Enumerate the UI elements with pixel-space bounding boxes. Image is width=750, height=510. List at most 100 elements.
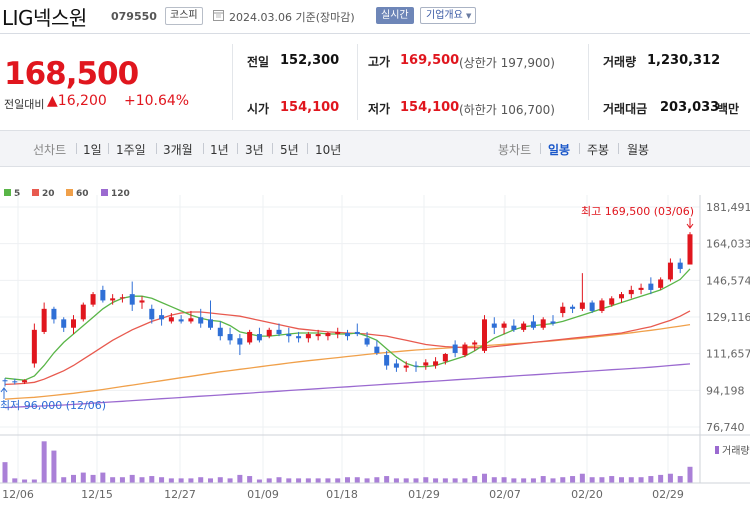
- candle-monthly[interactable]: 월봉: [627, 143, 650, 157]
- volume-bar: [648, 476, 654, 483]
- volume-bar: [266, 478, 272, 483]
- company-info-label: 기업개요: [426, 10, 463, 21]
- volume-bar: [2, 462, 8, 483]
- candle-up: [41, 308, 47, 332]
- volume-bar: [188, 478, 194, 483]
- volume-bar: [139, 477, 145, 483]
- candle-down: [51, 308, 57, 320]
- candle-up: [168, 317, 174, 322]
- candle-up: [335, 331, 341, 335]
- volume-bar: [61, 477, 67, 483]
- volume-bar: [227, 478, 233, 483]
- candle-daily[interactable]: 일봉: [548, 143, 571, 157]
- realtime-button[interactable]: 실시간: [376, 7, 414, 24]
- candle-up: [403, 365, 409, 368]
- candle-up: [521, 323, 527, 330]
- volume-bar: [71, 474, 76, 483]
- y-tick-label: 94,198: [706, 384, 745, 397]
- volume-bar: [276, 477, 282, 483]
- legend-swatch: [66, 189, 73, 196]
- volume-bar: [384, 476, 390, 483]
- candle-down: [384, 355, 390, 366]
- volume-bar: [560, 477, 566, 483]
- period-3y[interactable]: 3년: [245, 143, 264, 157]
- volume-bar: [237, 474, 243, 483]
- volume-bar: [12, 478, 18, 483]
- divider: [357, 44, 358, 120]
- volume-bar: [579, 473, 585, 483]
- candle-weekly[interactable]: 주봉: [587, 143, 610, 157]
- chart-axes: 181,491 164,033 146,574 129,116 111,657 94,19…: [0, 195, 750, 501]
- volume-bar: [530, 478, 536, 483]
- volume-bar: [256, 479, 262, 483]
- candle-up: [579, 302, 585, 309]
- candle-up: [442, 353, 448, 362]
- x-tick-label: 02/20: [571, 488, 603, 501]
- candle-up: [628, 289, 634, 295]
- volume-bar: [638, 477, 644, 483]
- volume-bar: [90, 474, 96, 483]
- volume-bar: [511, 478, 517, 483]
- volume-bar: [677, 476, 683, 483]
- candle-down: [198, 317, 204, 324]
- candle-down: [159, 315, 165, 320]
- volume-bar: [628, 477, 634, 483]
- period-1w[interactable]: 1주일: [116, 143, 146, 157]
- volume-bar: [296, 478, 302, 483]
- volume-bar: [315, 478, 321, 483]
- y-tick-label: 111,657: [706, 348, 750, 361]
- volume-bar: [687, 466, 693, 483]
- volume-bar: [658, 474, 664, 483]
- volume-bar: [482, 473, 487, 483]
- amount-label: 거래대금: [603, 102, 648, 116]
- x-tick-label: 01/18: [326, 488, 358, 501]
- period-1d[interactable]: 1일: [83, 143, 102, 157]
- change-amount: ▲16,200: [47, 93, 107, 109]
- volume-bar: [325, 478, 331, 483]
- volume-bar: [159, 477, 165, 483]
- high-label: 고가: [368, 55, 391, 69]
- line-chart-label: 선차트: [33, 143, 67, 157]
- volume-bar: [217, 477, 223, 483]
- volume-bar: [442, 478, 448, 483]
- legend-swatch: [32, 189, 39, 196]
- candle-up: [80, 304, 86, 320]
- high-value: 169,500: [400, 53, 460, 68]
- candle-up: [110, 298, 116, 301]
- low-label: 저가: [368, 102, 391, 116]
- candle-down: [677, 262, 683, 269]
- candle-up: [119, 297, 125, 299]
- volume-legend-swatch: [715, 446, 719, 454]
- max-price-label: 최고 169,500 (03/06): [581, 205, 694, 218]
- candle-down: [511, 325, 517, 330]
- divider: [588, 44, 589, 120]
- volume-bar: [247, 476, 253, 483]
- open-label: 시가: [247, 102, 270, 116]
- candle-down: [217, 327, 223, 337]
- period-3m[interactable]: 3개월: [163, 143, 193, 157]
- candle-up: [482, 319, 487, 351]
- y-tick-label: 146,574: [706, 274, 750, 287]
- candle-up: [609, 298, 615, 305]
- period-10y[interactable]: 10년: [315, 143, 342, 157]
- candle-down: [2, 380, 8, 382]
- period-5y[interactable]: 5년: [280, 143, 299, 157]
- candle-down: [345, 332, 350, 337]
- period-1y[interactable]: 1년: [210, 143, 229, 157]
- candlestick-chart[interactable]: 181,491 164,033 146,574 129,116 111,657 94,19…: [0, 165, 750, 510]
- company-info-dropdown[interactable]: 기업개요 ▼: [420, 7, 477, 24]
- divider: [272, 143, 273, 154]
- candle-down: [256, 334, 262, 341]
- x-tick-label: 12/06: [2, 488, 34, 501]
- volume-value: 1,230,312: [647, 53, 721, 68]
- volume-bar: [462, 478, 468, 483]
- legend-ma60: 60: [66, 189, 89, 199]
- y-tick-label: 181,491: [706, 201, 750, 214]
- candle-up: [462, 344, 468, 356]
- volume-bar: [393, 478, 399, 483]
- amount-unit: 백만: [717, 102, 740, 116]
- candle-up: [599, 300, 605, 311]
- x-tick-label: 01/09: [247, 488, 279, 501]
- candle-up: [90, 294, 96, 305]
- volume-bar: [423, 477, 429, 483]
